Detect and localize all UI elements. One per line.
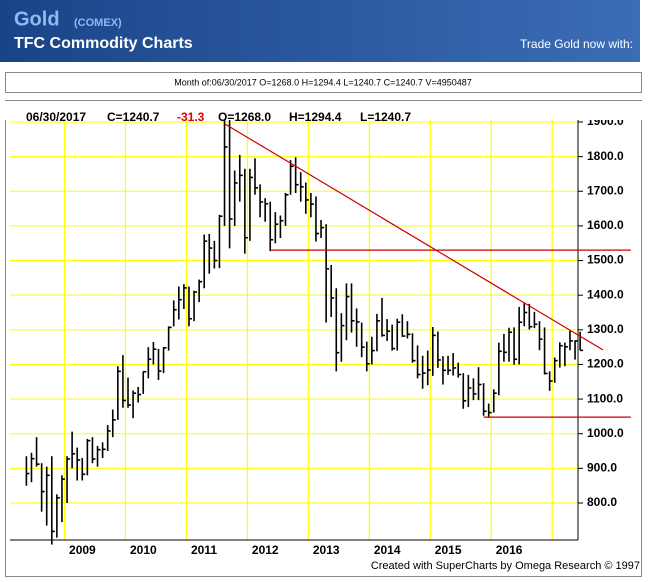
y-tick-label: 1200.0 [587,357,624,371]
y-tick-label: 800.0 [587,495,617,509]
y-tick-label: 1300.0 [587,322,624,336]
summary-close: C=1240.7 [107,110,160,124]
plot: 800.0 900.0 1000.0 1100.0 1200.0 1300.0 1400.0… [10,105,631,557]
summary: 06/30/2017 C=1240.7 -31.3 O=1268.0 H=129… [26,110,411,124]
y-tick-label: 900.0 [587,461,617,475]
y-tick-label: 1500.0 [587,253,624,267]
x-tick-label: 2010 [130,543,157,557]
trendline [224,123,604,351]
header-trade: Trade Gold now with: [520,37,633,51]
credit: Created with SuperCharts by Omega Resear… [371,560,640,572]
summary-open: O=1268.0 [218,110,271,124]
summary-change: -31.3 [177,110,205,124]
y-tick-label: 1400.0 [587,287,624,301]
x-tick-label: 2016 [496,543,523,557]
y-tick-label: 1800.0 [587,149,624,163]
summary-bg [0,101,648,120]
x-tick-label: 2011 [191,543,217,557]
x-tick-label: 2012 [252,543,279,557]
summary-date: 06/30/2017 [26,110,86,124]
chart-frame [5,100,642,577]
x-tick-label: 2014 [374,543,401,557]
info-box [5,72,642,93]
header-title: Gold [14,8,60,30]
y-tick-label: 1700.0 [587,183,624,197]
y-tick-label: 1100.0 [587,391,623,405]
x-tick-label: 2015 [435,543,462,557]
info-text: Month of:06/30/2017 O=1268.0 H=1294.4 L=… [174,77,472,87]
header-bar [0,0,640,62]
header-subtitle: TFC Commodity Charts [14,35,193,52]
summary-low: L=1240.7 [360,110,411,124]
y-tick-label: 1600.0 [587,218,624,232]
y-tick-label: 1000.0 [587,426,624,440]
header-exchange: (COMEX) [74,17,122,29]
x-tick-label: 2009 [69,543,96,557]
summary-high: H=1294.4 [289,110,342,124]
x-tick-label: 2013 [313,543,340,557]
